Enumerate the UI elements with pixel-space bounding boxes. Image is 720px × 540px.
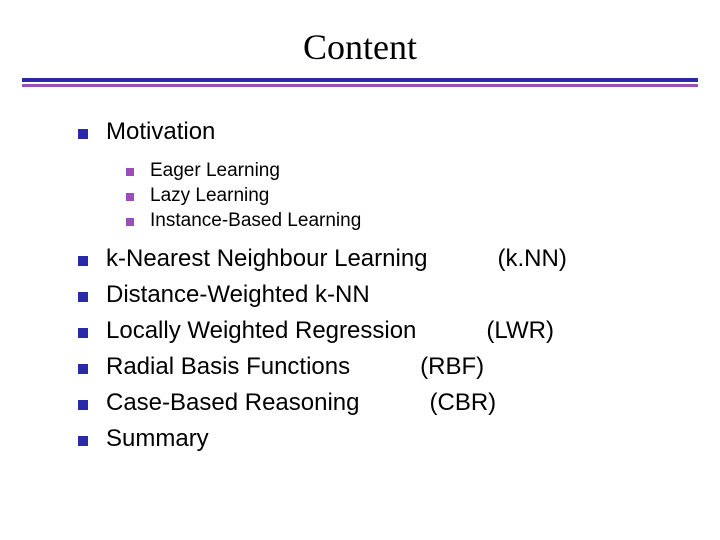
list-item: Locally Weighted Regression (LWR) <box>78 317 700 345</box>
sub-list-item: Eager Learning <box>126 160 700 182</box>
title-divider <box>22 78 698 88</box>
list-item: Radial Basis Functions (RBF) <box>78 353 700 381</box>
item-label: Locally Weighted Regression <box>106 317 416 345</box>
square-bullet-icon <box>78 364 88 374</box>
item-label: Motivation <box>106 118 215 146</box>
square-bullet-icon <box>78 436 88 446</box>
list-item: Summary <box>78 425 700 453</box>
list-item: Distance-Weighted k-NN <box>78 281 700 309</box>
square-bullet-icon <box>126 218 134 226</box>
sub-list-item: Instance-Based Learning <box>126 210 700 232</box>
item-abbr: (LWR) <box>416 317 554 345</box>
item-label: Summary <box>106 425 209 453</box>
subitem-label: Lazy Learning <box>150 185 269 207</box>
square-bullet-icon <box>78 129 88 139</box>
square-bullet-icon <box>78 328 88 338</box>
item-abbr: (k.NN) <box>428 245 567 273</box>
slide-title: Content <box>0 0 720 78</box>
square-bullet-icon <box>126 168 134 176</box>
square-bullet-icon <box>78 400 88 410</box>
list-item: Motivation <box>78 118 700 146</box>
divider-line-bottom <box>22 84 698 87</box>
sub-list: Eager Learning Lazy Learning Instance-Ba… <box>78 154 700 245</box>
item-abbr: (CBR) <box>360 389 497 417</box>
list-item: k-Nearest Neighbour Learning (k.NN) <box>78 245 700 273</box>
subitem-label: Instance-Based Learning <box>150 210 361 232</box>
square-bullet-icon <box>126 193 134 201</box>
item-label: Distance-Weighted k-NN <box>106 281 370 309</box>
item-label: Case-Based Reasoning <box>106 389 360 417</box>
item-abbr: (RBF) <box>350 353 484 381</box>
item-label: Radial Basis Functions <box>106 353 350 381</box>
square-bullet-icon <box>78 292 88 302</box>
sub-list-item: Lazy Learning <box>126 185 700 207</box>
slide: Content Motivation Eager Learning Lazy L… <box>0 0 720 540</box>
divider-line-top <box>22 78 698 82</box>
square-bullet-icon <box>78 256 88 266</box>
subitem-label: Eager Learning <box>150 160 280 182</box>
item-label: k-Nearest Neighbour Learning <box>106 245 428 273</box>
list-item: Case-Based Reasoning (CBR) <box>78 389 700 417</box>
content-area: Motivation Eager Learning Lazy Learning … <box>0 88 720 453</box>
